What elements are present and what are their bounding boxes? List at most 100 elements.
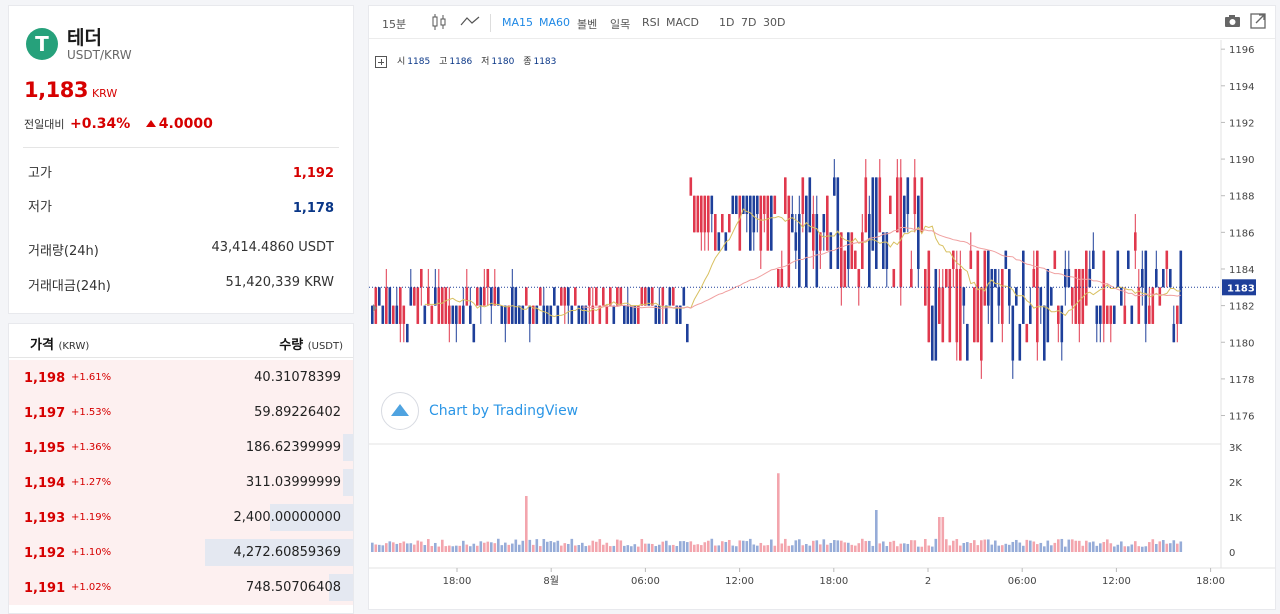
volume-bar [1106, 539, 1109, 552]
interval-selector[interactable]: 15분 [382, 18, 407, 31]
candle [462, 305, 465, 324]
y-tick-label: 1176 [1229, 412, 1254, 423]
x-tick-label: 06:00 [1008, 576, 1037, 587]
rsi-toggle[interactable]: RSI [642, 16, 660, 29]
volume-bar [798, 539, 801, 552]
orderbook-row[interactable]: 1,194 +1.27% 311.03999999 [9, 465, 353, 500]
candle [973, 287, 976, 343]
depth-bar [270, 504, 353, 531]
line-icon[interactable] [460, 14, 480, 31]
change-label: 전일대비 [24, 118, 65, 131]
volume-bar [511, 543, 514, 552]
candle [836, 177, 840, 269]
candle [437, 287, 441, 324]
volume-bar [472, 543, 476, 552]
volume-bar [710, 538, 714, 552]
candle [1071, 287, 1074, 306]
candle [815, 214, 819, 288]
volume-bar [840, 540, 843, 552]
volume-bar [903, 543, 906, 552]
candle [1060, 305, 1064, 343]
volume-bar [920, 546, 924, 552]
candle [787, 195, 791, 288]
volume-bar [651, 543, 654, 552]
candle [574, 287, 577, 306]
volume-bar [1102, 541, 1106, 552]
tradingview-link[interactable]: Chart by TradingView [429, 403, 579, 419]
candle [728, 214, 731, 233]
candle [913, 177, 917, 215]
candle [395, 305, 399, 324]
candle [1102, 250, 1106, 324]
candle [962, 287, 966, 306]
fullscreen-icon[interactable] [1250, 13, 1266, 32]
x-tick-label: 12:00 [1102, 576, 1131, 587]
candle [1116, 250, 1120, 288]
candle [371, 305, 374, 324]
candle [640, 287, 644, 306]
orderbook-row[interactable]: 1,193 +1.19% 2,400.00000000 [9, 500, 353, 535]
tradingview-logo-icon[interactable] [381, 392, 419, 430]
candle [672, 287, 675, 306]
ask-change: +1.27% [71, 477, 112, 488]
volume-bar [1088, 542, 1092, 552]
volume-bar [647, 543, 651, 552]
volume-bar [976, 545, 980, 552]
volume-bar [1001, 545, 1004, 552]
ma60-toggle[interactable]: MA60 [539, 16, 571, 29]
volume-bar [980, 540, 983, 552]
orderbook-row[interactable]: 1,197 +1.53% 59.89226402 [9, 395, 353, 430]
candle [1018, 323, 1022, 361]
candle [626, 305, 630, 324]
candle [808, 177, 812, 233]
y-tick-label: 1182 [1229, 302, 1254, 313]
divider [23, 147, 339, 148]
candle [504, 305, 507, 324]
ma15-toggle[interactable]: MA15 [502, 16, 534, 29]
volume-bar [518, 544, 521, 552]
candle [703, 195, 707, 233]
volume-bar [787, 545, 791, 552]
orderbook-row[interactable]: 1,191 +1.02% 748.50706408 [9, 570, 353, 605]
candle [955, 268, 959, 343]
volume-bar [875, 510, 878, 552]
volume-bar [553, 542, 556, 552]
candle [647, 287, 651, 306]
candle [409, 287, 413, 306]
volume-bar [878, 543, 882, 552]
candle [714, 214, 717, 251]
candle [469, 305, 472, 324]
volume-bar [836, 540, 840, 552]
candle [1099, 305, 1102, 324]
volume-bar [1176, 543, 1179, 552]
volume-bar [931, 546, 934, 552]
candle [756, 195, 759, 215]
volume-bar [1039, 542, 1043, 552]
range-7d[interactable]: 7D [741, 16, 757, 29]
orderbook-row[interactable]: 1,198 +1.61% 40.31078399 [9, 360, 353, 395]
orderbook-row[interactable]: 1,195 +1.36% 186.62399999 [9, 430, 353, 465]
volume-bar [756, 545, 759, 552]
volume-bar [546, 541, 549, 552]
candle-icon[interactable] [431, 13, 447, 34]
macd-toggle[interactable]: MACD [666, 16, 699, 29]
ichimoku-toggle[interactable]: 일목 [610, 18, 631, 31]
range-1d[interactable]: 1D [719, 16, 735, 29]
expand-legend-icon[interactable] [375, 55, 387, 68]
bollinger-toggle[interactable]: 볼벤 [577, 18, 598, 31]
volume-bar [973, 540, 976, 552]
candle [1123, 305, 1127, 324]
range-30d[interactable]: 30D [763, 16, 786, 29]
candle [430, 305, 434, 324]
candle [374, 287, 378, 324]
orderbook-row[interactable]: 1,192 +1.10% 4,272.60859369 [9, 535, 353, 570]
camera-icon[interactable] [1224, 14, 1241, 31]
candle [875, 177, 878, 269]
price-chart[interactable]: 1176 1178 1180 1182 1184 1186 1188 1190 1192 1194… [369, 6, 1277, 611]
volume-bar [962, 543, 966, 552]
volume-bar [602, 544, 605, 552]
candle [1151, 287, 1155, 324]
volume-bar [1029, 540, 1032, 552]
volume-bar [990, 544, 994, 552]
ask-price: 1,191 [24, 581, 66, 596]
